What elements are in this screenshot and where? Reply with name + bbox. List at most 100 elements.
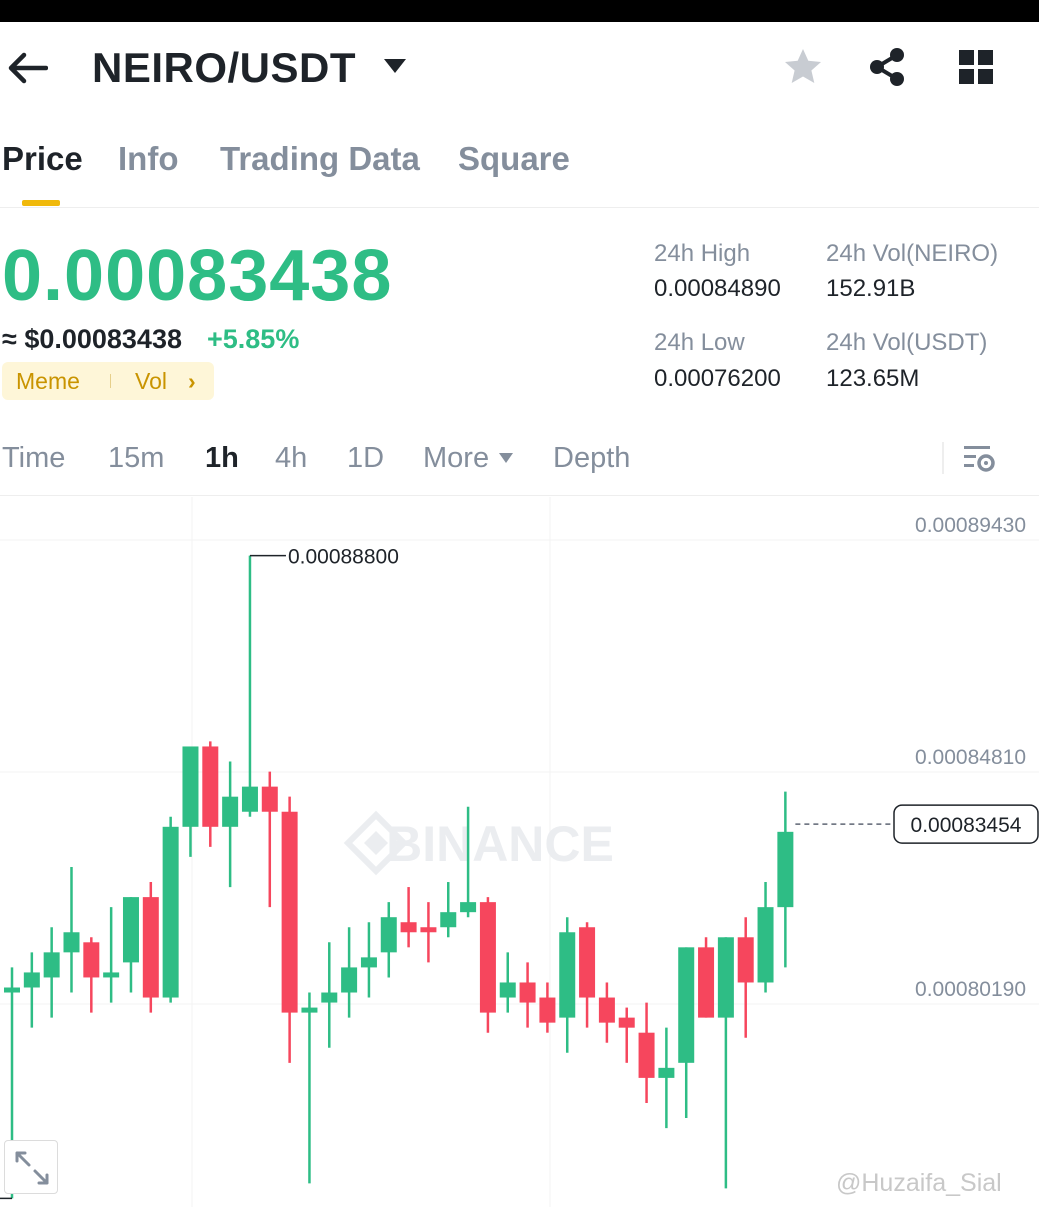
candle-body (261, 786, 278, 812)
candle (638, 1002, 655, 1103)
candle-body (539, 997, 556, 1023)
candle-body (757, 907, 774, 983)
candle (103, 907, 120, 1003)
candle-body (182, 746, 199, 827)
expand-chart-button[interactable] (4, 1140, 58, 1194)
interval-time[interactable]: Time (2, 442, 66, 474)
candle-body (83, 942, 100, 978)
interval-4h[interactable]: 4h (275, 442, 308, 474)
interval-15m[interactable]: 15m (108, 442, 165, 474)
candle (261, 771, 278, 908)
candle-body (142, 897, 159, 998)
interval-bar: Time 15m 1h 4h 1D More Depth (0, 430, 1039, 496)
tag-box[interactable]: Meme Vol › (2, 362, 214, 400)
user-watermark: @Huzaifa_Sial (836, 1169, 1002, 1197)
candle (539, 982, 556, 1033)
main-tabs: Price Info Trading Data Square (0, 138, 1039, 208)
candle-body (23, 972, 40, 988)
chevron-right-icon[interactable]: › (188, 368, 196, 394)
candle-body (638, 1032, 655, 1078)
high-value: 0.00084890 (654, 275, 781, 302)
tab-info[interactable]: Info (118, 140, 179, 177)
tab-square[interactable]: Square (458, 140, 570, 177)
candle-body (499, 982, 516, 998)
share-icon[interactable] (866, 46, 908, 88)
chart-settings-icon[interactable] (962, 442, 996, 476)
interval-more[interactable]: More (423, 442, 490, 474)
more-caret-icon[interactable] (498, 452, 514, 464)
tab-trading-data[interactable]: Trading Data (220, 140, 420, 177)
candle (479, 897, 496, 1033)
tab-price[interactable]: Price (2, 140, 83, 177)
current-price-tag-label: 0.00083454 (911, 814, 1022, 837)
back-arrow-icon[interactable] (6, 50, 48, 86)
candle-body (460, 902, 477, 913)
candle (182, 746, 199, 857)
interval-1d[interactable]: 1D (347, 442, 385, 474)
interval-1h[interactable]: 1h (205, 442, 239, 474)
candle (281, 796, 298, 1063)
candle-body (519, 982, 536, 1003)
grid-menu-icon[interactable] (957, 48, 995, 86)
candle-body (400, 922, 417, 933)
candle-body (380, 917, 397, 953)
y-axis-label: 0.00084810 (915, 746, 1026, 769)
candle-body (420, 927, 437, 933)
low-label: 24h Low (654, 329, 745, 356)
candle-body (341, 967, 358, 993)
candle (23, 952, 40, 1028)
candle (341, 927, 358, 1018)
candle (440, 882, 457, 938)
usd-price: ≈ $0.00083438 (2, 324, 182, 354)
low-value: 0.00076200 (654, 365, 781, 392)
candle (698, 937, 715, 1018)
candle-body (202, 746, 219, 827)
candle (301, 992, 318, 1184)
candle (579, 922, 596, 1028)
candle-body (4, 987, 20, 993)
tag-vol[interactable]: Vol (135, 368, 167, 394)
candle (222, 761, 239, 888)
candle-body (241, 786, 258, 812)
tag-meme[interactable]: Meme (16, 368, 80, 394)
candle (420, 902, 437, 963)
candle-body (618, 1017, 635, 1028)
candle-body (63, 932, 80, 953)
candle-body (598, 997, 615, 1023)
candle (658, 1027, 675, 1129)
candle (360, 922, 377, 998)
candle (598, 982, 615, 1043)
candle-body (698, 947, 715, 1018)
candle-body (321, 992, 338, 1003)
candle (519, 962, 536, 1028)
candle-body (658, 1067, 675, 1078)
binance-watermark: BINANCE (386, 816, 614, 872)
interval-depth[interactable]: Depth (553, 442, 631, 474)
candle (83, 937, 100, 1013)
last-price: 0.00083438 (2, 236, 393, 316)
candle-body (360, 957, 377, 968)
high-label: 24h High (654, 240, 751, 267)
candle-body (103, 972, 120, 978)
vol-base-label: 24h Vol(NEIRO) (826, 240, 999, 267)
vol-base-value: 152.91B (826, 275, 916, 302)
candle (559, 917, 576, 1053)
binance-logo-watermark (343, 810, 409, 876)
candle (142, 882, 159, 1013)
candle (757, 882, 774, 993)
current-price-tag[interactable] (893, 804, 1039, 844)
candle (499, 952, 516, 1013)
candle (717, 937, 734, 1189)
candle (618, 1007, 635, 1063)
favorite-star-icon[interactable] (782, 46, 824, 88)
max-price-annotation: 0.00088800 (288, 546, 399, 569)
candle (202, 741, 219, 847)
candle (122, 897, 139, 993)
pair-dropdown-caret-icon[interactable] (383, 58, 407, 74)
candle-body (777, 831, 794, 908)
candle (63, 866, 80, 993)
pair-title[interactable]: NEIRO/USDT (92, 44, 357, 91)
candle-body (559, 932, 576, 1018)
